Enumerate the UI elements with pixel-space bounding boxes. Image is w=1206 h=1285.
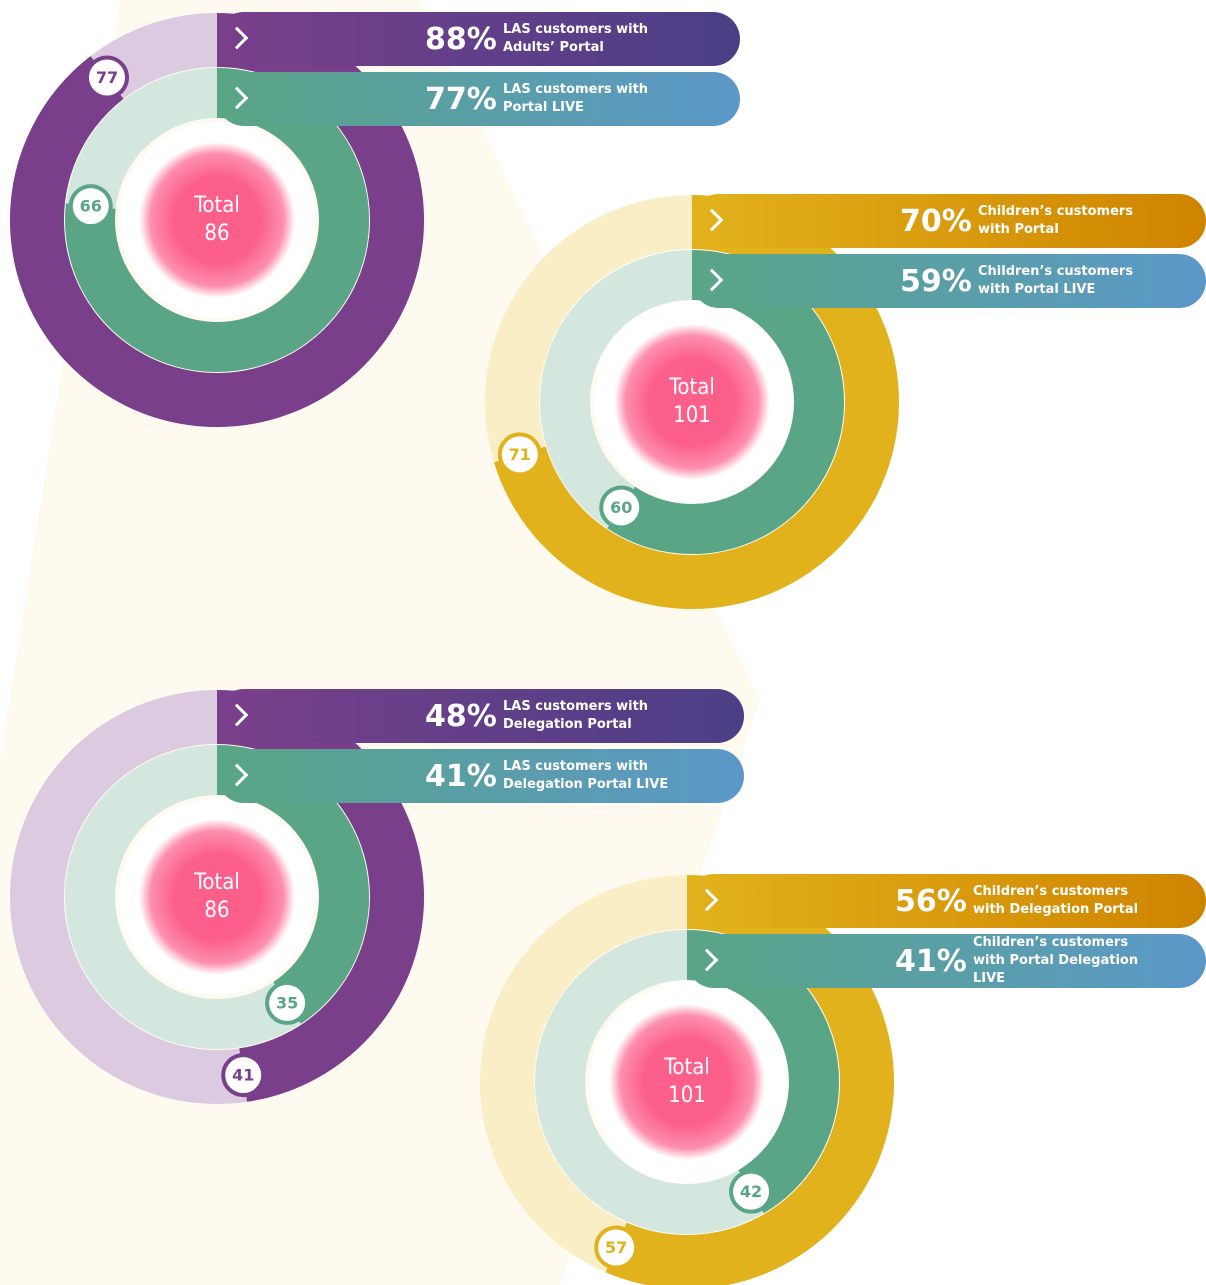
value-badge — [497, 432, 542, 477]
value-label: 66 — [80, 197, 102, 216]
total-value: 86 — [204, 898, 229, 923]
value-label: 35 — [276, 993, 298, 1012]
share-label: 70% — [900, 203, 972, 239]
value-label: 41 — [232, 1066, 254, 1085]
tab: 77% LAS customers with Portal LIVE — [217, 72, 740, 126]
total-label: Total — [193, 193, 240, 218]
center-glow — [609, 1004, 765, 1160]
share-label: 41% — [895, 943, 967, 979]
total-value: 86 — [204, 221, 229, 246]
center-glow — [614, 324, 770, 480]
ring-arc — [65, 68, 369, 372]
value-badge — [729, 1169, 774, 1214]
series-name: LAS customers with Adults’ Portal — [503, 22, 649, 55]
series-name: Children’s customers with Portal Delegat… — [973, 935, 1139, 986]
ring-arc — [605, 875, 894, 1285]
chevron-icon — [225, 763, 249, 787]
chevron-icon — [695, 888, 719, 912]
total-label: Total — [668, 375, 715, 400]
value-badge — [594, 1225, 639, 1270]
share-label: 77% — [425, 81, 497, 117]
total-value: 101 — [673, 403, 711, 428]
value-label: 60 — [610, 498, 632, 517]
series-name: LAS customers with Delegation Portal — [503, 699, 649, 732]
series-name: Children’s customers with Portal LIVE — [978, 264, 1134, 297]
total-label: Total — [193, 870, 240, 895]
center-glow — [139, 142, 295, 298]
value-badge — [68, 184, 113, 229]
value-label: 71 — [509, 445, 531, 464]
tab: 41% LAS customers with Delegation Portal … — [217, 749, 744, 803]
series-name: LAS customers with Portal LIVE — [503, 82, 649, 115]
chevron-icon — [225, 26, 249, 50]
chevron-icon — [225, 86, 249, 110]
total-label: Total — [663, 1055, 710, 1080]
series-name: LAS customers with Delegation Portal LIV… — [503, 759, 669, 792]
share-label: 59% — [900, 263, 972, 299]
value-label: 77 — [96, 68, 118, 87]
tab: 56% Children’s customers with Delegation … — [687, 874, 1206, 928]
value-badge — [84, 55, 129, 100]
tab: 70% Children’s customers with Portal — [692, 194, 1206, 248]
value-badge — [221, 1053, 266, 1098]
chevron-icon — [700, 268, 724, 292]
value-badge — [599, 485, 644, 530]
value-badge — [265, 980, 310, 1025]
share-label: 48% — [425, 698, 497, 734]
series-name: Children’s customers with Delegation Por… — [973, 884, 1139, 917]
series-name: Children’s customers with Portal — [978, 204, 1134, 237]
value-label: 57 — [605, 1238, 627, 1257]
center-glow — [139, 819, 295, 975]
chevron-icon — [225, 703, 249, 727]
value-label: 42 — [740, 1182, 762, 1201]
tab: 88% LAS customers with Adults’ Portal — [217, 12, 740, 66]
total-value: 101 — [668, 1083, 706, 1108]
tab: 59% Children’s customers with Portal LIVE — [692, 254, 1206, 308]
tab: 41% Children’s customers with Portal Dele… — [687, 934, 1206, 988]
share-label: 56% — [895, 883, 967, 919]
share-label: 41% — [425, 758, 497, 794]
tab: 48% LAS customers with Delegation Portal — [217, 689, 744, 743]
chevron-icon — [700, 208, 724, 232]
chevron-icon — [695, 948, 719, 972]
share-label: 88% — [425, 21, 497, 57]
